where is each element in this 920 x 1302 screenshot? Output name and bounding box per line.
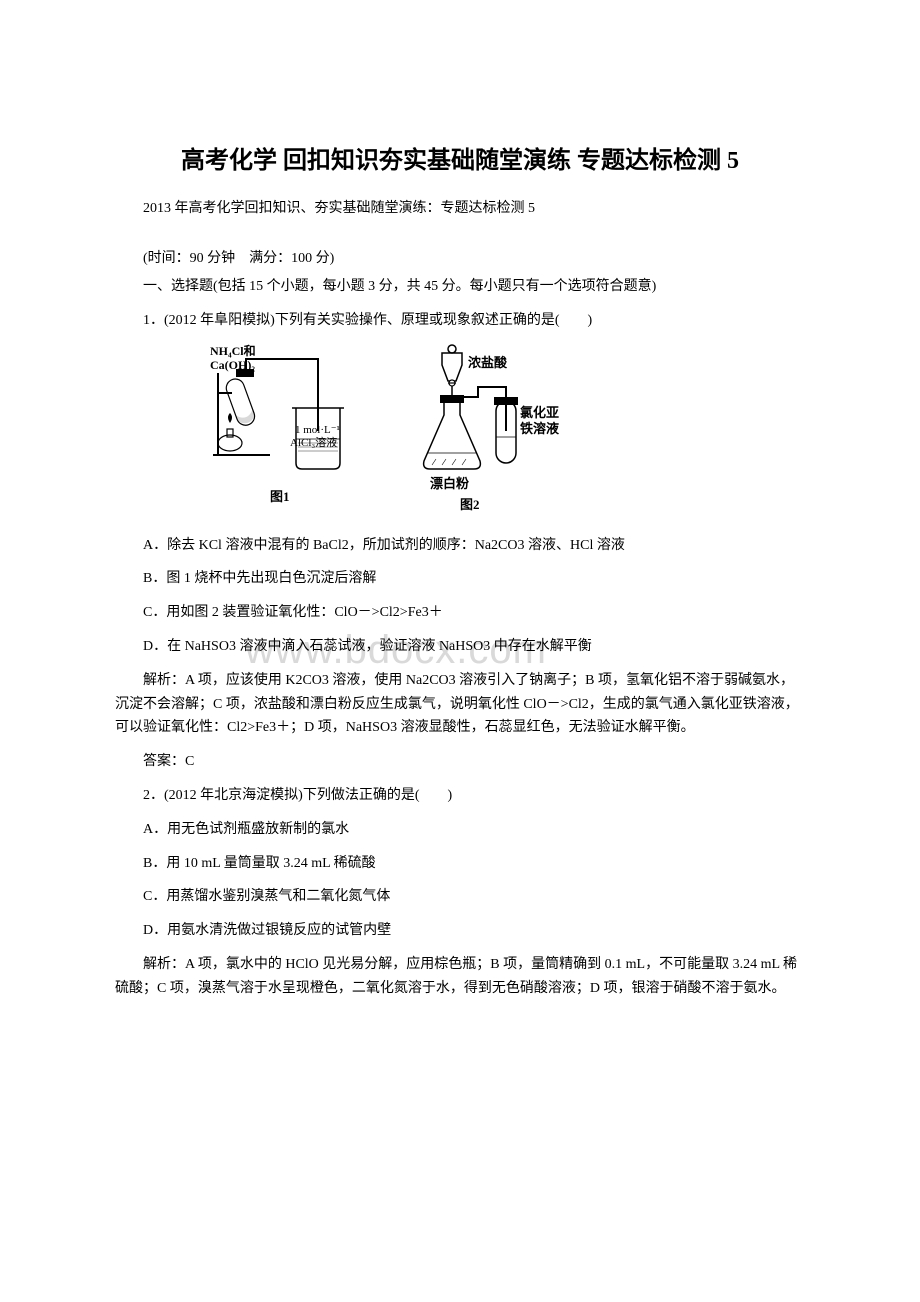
q2-opt-d: D．用氨水清洗做过银镜反应的试管内壁 xyxy=(115,919,805,943)
fig2-hcl: 浓盐酸 xyxy=(468,355,508,370)
fig1-alcl3-conc: 1 mol·L⁻¹ xyxy=(295,424,340,436)
exam-meta: (时间：90 分钟 满分：100 分) xyxy=(115,247,805,267)
fig2-fecl2b: 铁溶液 xyxy=(519,421,559,436)
q2-explanation: 解析：A 项，氯水中的 HClO 见光易分解，应用棕色瓶；B 项，量筒精确到 0… xyxy=(115,953,805,1001)
q1-explanation: 解析：A 项，应该使用 K2CO3 溶液，使用 Na2CO3 溶液引入了钠离子；… xyxy=(115,669,805,740)
q1-answer: 答案：C xyxy=(115,750,805,774)
q2-opt-a: A．用无色试剂瓶盛放新制的氯水 xyxy=(115,818,805,842)
fig1-label-nh4cl: NH₄Cl和 xyxy=(210,343,256,358)
q2-stem: 2．(2012 年北京海淀模拟)下列做法正确的是( ) xyxy=(115,784,805,808)
q1-opt-b: B．图 1 烧杯中先出现白色沉淀后溶解 xyxy=(115,567,805,591)
q1-figure: NH₄Cl和 Ca(OH)₂ 1 mol·L⁻¹ AlCl₃溶 xyxy=(210,343,805,528)
q1-opt-a: A．除去 KCl 溶液中混有的 BaCl2，所加试剂的顺序：Na2CO3 溶液、… xyxy=(115,534,805,558)
q1-opt-c: C．用如图 2 装置验证氧化性：ClO－>Cl2>Fe3＋ xyxy=(115,601,805,625)
page-title: 高考化学 回扣知识夯实基础随堂演练 专题达标检测 5 xyxy=(115,140,805,175)
section-intro: 一、选择题(包括 15 个小题，每小题 3 分，共 45 分。每小题只有一个选项… xyxy=(115,275,805,299)
fig1-caption: 图1 xyxy=(270,489,290,504)
fig2-bleach: 漂白粉 xyxy=(430,476,469,491)
q1-opt-d: D．在 NaHSO3 溶液中滴入石蕊试液，验证溶液 NaHSO3 中存在水解平衡 xyxy=(115,635,805,659)
fig1-alcl3: AlCl₃溶液 xyxy=(290,435,337,449)
q2-opt-b: B．用 10 mL 量筒量取 3.24 mL 稀硫酸 xyxy=(115,852,805,876)
q1-stem: 1．(2012 年阜阳模拟)下列有关实验操作、原理或现象叙述正确的是( ) xyxy=(115,309,805,333)
subtitle: 2013 年高考化学回扣知识、夯实基础随堂演练：专题达标检测 5 xyxy=(115,197,805,217)
fig2-fecl2a: 氯化亚 xyxy=(520,405,559,420)
fig2-caption: 图2 xyxy=(460,497,480,512)
q2-opt-c: C．用蒸馏水鉴别溴蒸气和二氧化氮气体 xyxy=(115,885,805,909)
